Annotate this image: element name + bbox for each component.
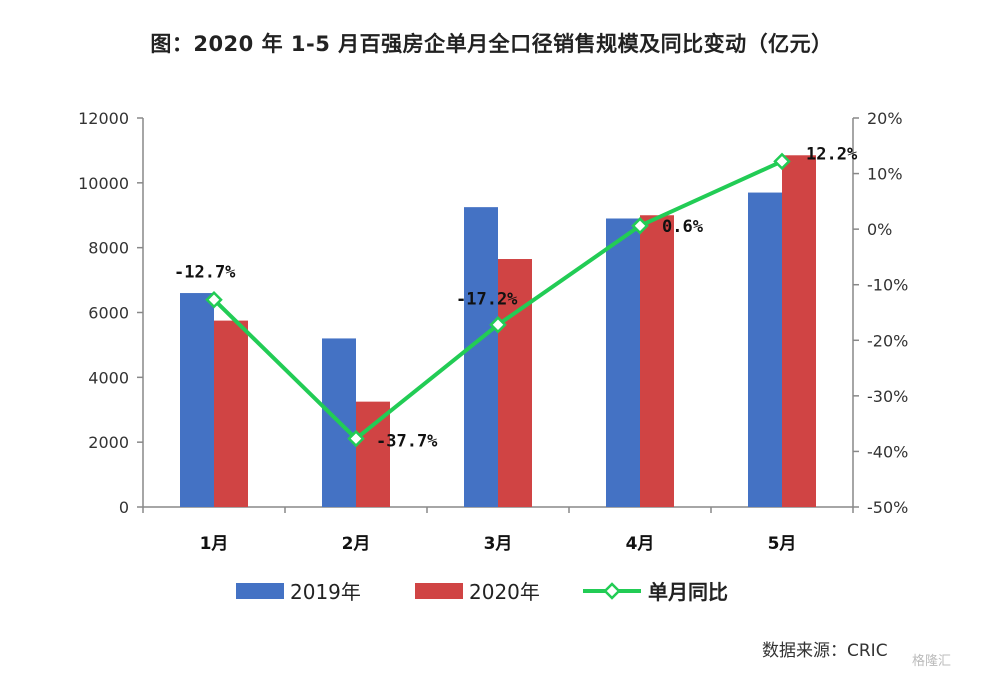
axes-layer: 020004000600080001000012000-50%-40%-30%-… [78,109,908,554]
watermark: 格隆汇 [912,654,952,669]
x-tick-label: 5月 [768,534,797,554]
bars-layer [180,155,816,508]
x-tick-label: 1月 [200,534,229,554]
bar-2019 [464,207,498,508]
x-tick-label: 4月 [626,534,655,554]
left-tick-label: 10000 [78,174,129,193]
x-tick-label: 2月 [342,534,371,554]
yoy-point [347,429,365,448]
right-tick-label: -20% [867,331,908,350]
bar-2020 [782,155,816,507]
legend-label-2020: 2020年 [469,580,540,604]
bar-2020 [640,215,674,507]
left-tick-label: 0 [119,498,129,517]
bar-2020 [498,259,532,507]
yoy-data-label: -17.2% [456,290,518,310]
legend: 2019年 2020年 单月同比 [236,580,728,604]
labels-layer: -12.7% -37.7% -17.2% 0.6% 12.2% [174,144,858,451]
yoy-data-label: 12.2% [806,144,858,164]
left-tick-label: 8000 [88,239,129,258]
right-tick-label: 20% [867,109,903,128]
yoy-point [205,290,223,309]
left-tick-label: 4000 [88,368,129,387]
yoy-point [631,217,649,235]
yoy-data-label: -37.7% [376,432,438,452]
yoy-data-label: 0.6% [662,217,704,237]
bar-2019 [748,192,782,507]
x-tick-label: 3月 [484,534,513,554]
chart-title: 图：2020 年 1-5 月百强房企单月全口径销售规模及同比变动（亿元） [150,32,833,56]
yoy-line-layer [205,152,791,448]
left-tick-label: 2000 [88,433,129,452]
right-tick-label: -10% [867,276,908,295]
left-tick-label: 12000 [78,109,129,128]
bar-2020 [214,320,248,507]
yoy-point [773,152,791,171]
legend-swatch-2019 [236,583,284,599]
bar-2020 [356,401,390,507]
yoy-point [489,315,507,334]
yoy-data-label: -12.7% [174,263,236,283]
bar-2019 [180,293,214,507]
bar-2019 [606,218,640,507]
left-tick-label: 6000 [88,304,129,323]
source-note: 数据来源：CRIC [762,641,888,661]
right-tick-label: 0% [867,220,892,239]
right-tick-label: -50% [867,498,908,517]
right-tick-label: -30% [867,387,908,406]
legend-marker-yoy [603,582,621,600]
legend-label-2019: 2019年 [290,580,361,604]
legend-swatch-2020 [415,583,463,599]
legend-label-yoy: 单月同比 [648,580,728,604]
right-tick-label: 10% [867,165,903,184]
right-tick-label: -40% [867,442,908,461]
